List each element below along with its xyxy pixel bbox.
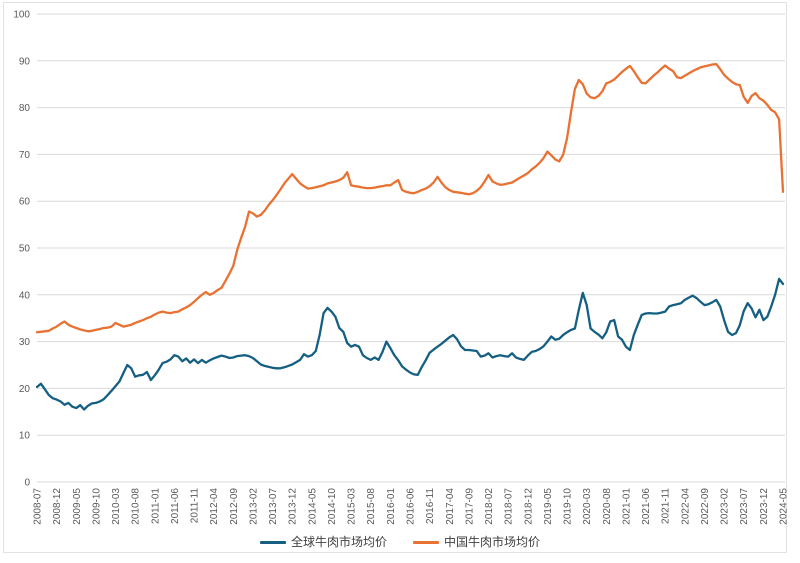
x-tick-label: 2017-09 [464,488,475,525]
y-tick-label: 80 [19,103,31,114]
y-tick-label: 50 [19,244,31,255]
x-tick-label: 2013-07 [268,488,279,525]
x-tick-label: 2019-05 [543,488,554,525]
x-tick-label: 2022-09 [700,488,711,525]
x-tick-label: 2011-06 [170,488,181,524]
x-tick-label: 2008-07 [33,488,44,525]
x-tick-label: 2018-07 [504,488,515,525]
x-tick-label: 2009-05 [72,488,83,525]
legend-label-china: 中国牛肉市场均价 [444,535,541,549]
x-tick-label: 2021-11 [661,488,672,524]
y-tick-label: 0 [24,478,30,489]
x-tick-label: 2023-07 [739,488,750,525]
x-tick-label: 2014-05 [307,488,318,525]
y-tick-label: 70 [19,150,31,161]
x-tick-label: 2015-03 [347,488,358,525]
x-tick-label: 2010-08 [131,488,142,525]
x-tick-label: 2017-04 [445,488,456,525]
x-tick-label: 2020-08 [602,488,613,525]
x-tick-label: 2009-10 [91,488,102,525]
x-tick-label: 2018-12 [523,488,534,525]
x-tick-label: 2010-03 [111,488,122,525]
x-tick-label: 2011-11 [190,488,201,524]
x-tick-label: 2024-05 [779,488,790,525]
x-tick-label: 2023-12 [759,488,770,525]
y-tick-label: 20 [19,384,31,395]
x-tick-label: 2015-08 [366,488,377,525]
x-tick-label: 2016-11 [425,488,436,524]
chart-legend: 全球牛肉市场均价 中国牛肉市场均价 [0,533,800,551]
x-tick-label: 2008-12 [52,488,63,525]
x-tick-label: 2012-04 [209,488,220,525]
x-tick-label: 2012-09 [229,488,240,525]
x-tick-label: 2023-02 [720,488,731,525]
x-tick-label: 2022-04 [680,488,691,525]
x-tick-label: 2011-01 [150,488,161,524]
y-tick-label: 60 [19,197,31,208]
x-tick-label: 2013-12 [288,488,299,525]
y-tick-label: 40 [19,290,31,301]
y-tick-label: 100 [13,10,30,21]
x-tick-label: 2021-01 [621,488,632,525]
legend-item-china: 中国牛肉市场均价 [413,535,540,549]
x-tick-label: 2020-03 [582,488,593,525]
x-tick-label: 2018-02 [484,488,495,525]
x-tick-label: 2016-01 [386,488,397,525]
x-tick-label: 2014-10 [327,488,338,525]
y-tick-label: 30 [19,337,31,348]
china-series-swatch-icon [413,540,439,544]
y-tick-label: 10 [19,431,31,442]
legend-label-global: 全球牛肉市场均价 [290,535,387,549]
x-tick-label: 2019-10 [563,488,574,525]
global-series-swatch-icon [259,540,286,544]
x-tick-label: 2021-06 [641,488,652,525]
line-global-beef-price [35,277,785,411]
x-tick-label: 2016-06 [406,488,417,525]
line-china-beef-price [35,62,785,334]
legend-item-global: 全球牛肉市场均价 [259,535,387,549]
chart-frame [3,2,787,553]
x-tick-label: 2013-02 [248,488,259,525]
y-tick-label: 90 [19,56,31,67]
